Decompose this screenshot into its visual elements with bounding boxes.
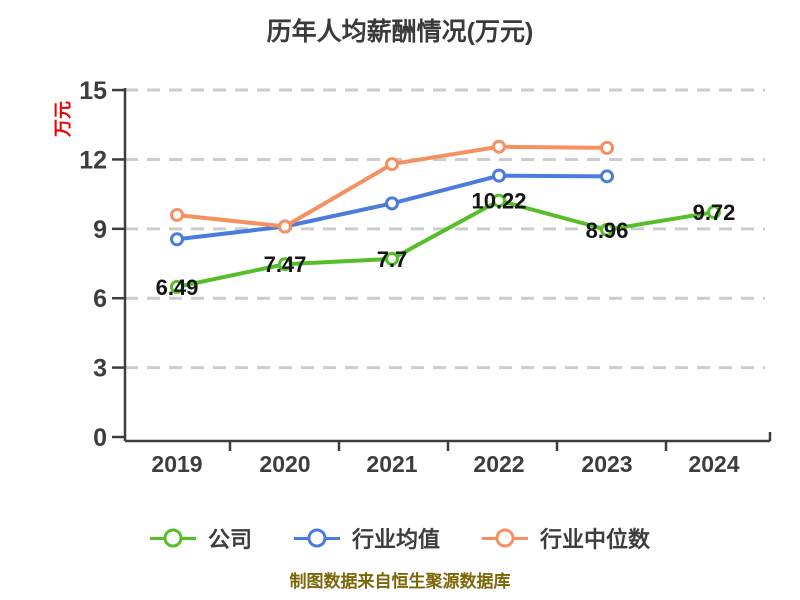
y-tick-label-9: 9	[93, 216, 107, 244]
legend-item-industry-mean: 行业均值	[293, 522, 440, 554]
data-point-marker-s0-2024	[707, 205, 721, 220]
data-point-marker-s2-2020	[278, 219, 292, 234]
x-tick-label-2020: 2020	[259, 451, 310, 477]
data-point-marker-s0-2023	[600, 222, 614, 237]
x-tick-label-2019: 2019	[151, 451, 202, 477]
y-tick-label-12: 12	[79, 146, 107, 174]
company-series-marker-icon	[149, 527, 196, 549]
chart-legend: 公司 行业均值 行业中位数	[0, 518, 800, 558]
industry-median-series-marker-icon	[482, 527, 528, 549]
series-line-0	[175, 198, 716, 289]
y-tick-label-15: 15	[79, 77, 107, 105]
data-point-label-2024: 9.72	[693, 200, 736, 225]
x-tick-label-2022: 2022	[473, 451, 524, 477]
chart-title: 历年人均薪酬情况(万元)	[266, 18, 534, 46]
data-point-label-2019: 6.49	[156, 275, 199, 300]
industry-mean-series-marker-icon	[293, 527, 340, 549]
data-source-note: 制图数据来自恒生聚源数据库	[289, 572, 511, 591]
data-point-marker-s1-2023	[600, 169, 614, 184]
data-point-marker-s1-2021	[385, 196, 399, 211]
data-point-marker-s0-2022	[492, 193, 506, 208]
data-point-marker-s2-2021	[385, 157, 399, 172]
legend-label-industry-median: 行业中位数	[540, 527, 651, 552]
y-tick-label-0: 0	[93, 424, 107, 452]
data-point-marker-s1-2019	[170, 232, 184, 247]
legend-item-company: 公司	[149, 522, 252, 554]
data-point-label-2023: 8.96	[586, 218, 629, 243]
data-point-marker-s0-2019	[170, 279, 184, 294]
data-point-label-2020: 7.47	[264, 252, 307, 277]
data-point-label-2022: 10.22	[471, 189, 526, 214]
data-point-marker-s2-2022	[492, 139, 506, 154]
y-tick-label-3: 3	[93, 355, 107, 383]
data-point-marker-s2-2023	[600, 140, 614, 155]
x-tick-label-2024: 2024	[688, 451, 739, 477]
data-point-marker-s0-2020	[278, 257, 292, 272]
x-tick-label-2021: 2021	[366, 451, 417, 477]
legend-label-company: 公司	[207, 527, 252, 552]
data-point-marker-s1-2022	[492, 168, 506, 183]
legend-label-industry-mean: 行业均值	[351, 527, 440, 552]
data-point-label-2021: 7.7	[377, 247, 408, 272]
data-point-marker-s0-2021	[385, 251, 399, 266]
data-point-marker-s2-2019	[170, 207, 184, 222]
y-tick-label-6: 6	[93, 285, 107, 313]
legend-item-industry-median: 行业中位数	[482, 522, 650, 554]
x-tick-label-2023: 2023	[581, 451, 632, 477]
